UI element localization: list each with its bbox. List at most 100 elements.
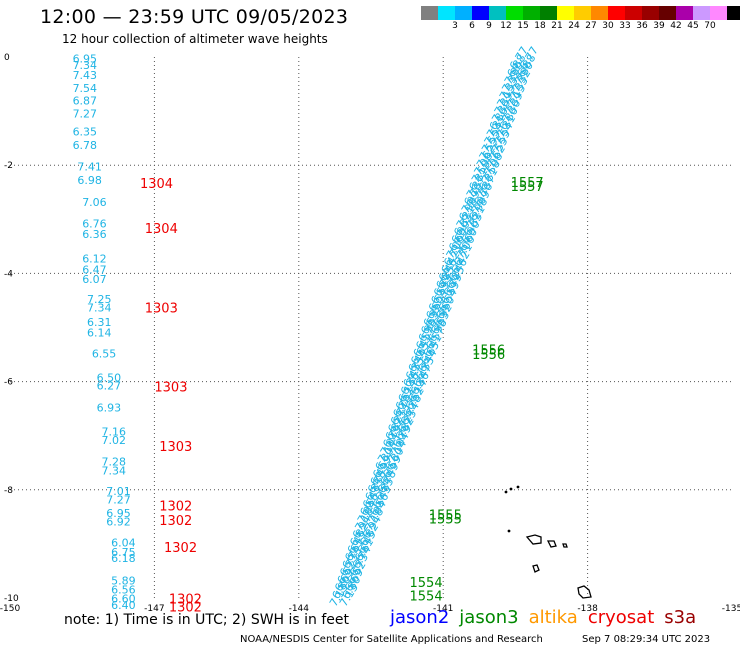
data-label-jason3: 1557 (511, 180, 544, 195)
legend-swatch (506, 6, 523, 20)
data-label-s3a: 6.47 (82, 263, 107, 276)
legend-tick-label: 18 (534, 21, 546, 31)
data-label-s3a: 6.95 (106, 507, 130, 520)
y-tick-label: -4 (4, 269, 13, 279)
legend-tick-label: 27 (585, 21, 597, 31)
data-label-jason3: 1554 (410, 576, 443, 591)
legend-tick-label: 39 (653, 21, 665, 31)
data-label-s3a: 6.78 (73, 139, 98, 152)
y-tick-label: -10 (4, 594, 19, 604)
island-outline (532, 564, 540, 573)
island-dot (509, 487, 513, 491)
generation-timestamp: Sep 7 08:29:34 UTC 2023 (582, 634, 711, 645)
legend-swatch (540, 6, 557, 20)
legend-swatch (574, 6, 591, 20)
data-label-s3a: 6.04 (111, 537, 136, 550)
footer-note: note: 1) Time is in UTC; 2) SWH is in fe… (64, 612, 350, 628)
legend-swatch (438, 6, 455, 20)
data-label-s3a: 6.14 (87, 327, 112, 340)
data-label-jason3: 1557 (511, 176, 544, 191)
data-label-s3a: 7.43 (73, 69, 98, 82)
x-tick-label: -150 (0, 604, 20, 614)
legend-tick-label: 21 (551, 21, 563, 31)
legend-tick-label: 12 (500, 21, 512, 31)
chart-subtitle: 12 hour collection of altimeter wave hei… (62, 32, 328, 46)
mission-label-jason2: jason2 (390, 607, 450, 628)
x-tick-label: -135 (722, 604, 740, 614)
data-label-s3a: 6.31 (87, 316, 112, 329)
legend-swatch (676, 6, 693, 20)
data-label-cryosat: 1304 (145, 222, 178, 237)
data-label-s3a: 7.54 (73, 82, 98, 95)
mission-key: jason2 jason3 altika cryosat s3a (390, 607, 706, 628)
data-label-s3a: 7.06 (82, 196, 107, 209)
data-label-s3a: 5.89 (111, 574, 136, 587)
data-label-s3a: 6.98 (77, 174, 102, 187)
legend-tick-label: 9 (486, 21, 492, 31)
legend-swatch (693, 6, 710, 20)
legend-swatch (710, 6, 727, 20)
data-label-cryosat: 1304 (140, 177, 173, 192)
data-label-s3a: 7.34 (101, 465, 126, 478)
legend-swatch (455, 6, 472, 20)
data-label-s3a: 6.92 (106, 516, 130, 529)
legend-tick-label: 70 (704, 21, 716, 31)
mission-label-jason3: jason3 (459, 607, 519, 628)
y-tick-label: -2 (4, 161, 13, 171)
data-label-jason3: 1554 (410, 590, 443, 605)
data-label-jason3: 1555 (429, 509, 462, 524)
data-label-s3a: 6.07 (82, 273, 107, 286)
data-label-cryosat: 1302 (159, 499, 192, 514)
legend-swatch (608, 6, 625, 20)
legend-swatch (523, 6, 540, 20)
island-outline (577, 585, 592, 599)
legend-tick-label: 24 (568, 21, 580, 31)
data-label-s3a: 6.50 (97, 372, 122, 385)
x-tick-label: -138 (577, 604, 598, 614)
legend-tick-label: 42 (670, 21, 682, 31)
legend-tick-label: 33 (619, 21, 631, 31)
credit-line: NOAA/NESDIS Center for Satellite Applica… (240, 634, 543, 645)
data-label-s3a: 6.75 (111, 546, 136, 559)
data-label-s3a: 6.18 (111, 552, 136, 565)
legend-tick-label: 45 (687, 21, 699, 31)
y-tick-label: -8 (4, 486, 13, 496)
data-label-s3a: 6.87 (73, 95, 98, 108)
island-dot (516, 485, 520, 489)
legend-swatch (557, 6, 574, 20)
legend-swatch (727, 6, 740, 20)
island-outline (562, 543, 568, 548)
data-label-s3a: 6.93 (97, 401, 122, 414)
data-label-s3a: 6.95 (73, 52, 98, 65)
data-label-s3a: 6.60 (111, 592, 136, 605)
legend-tick-label: 15 (517, 21, 529, 31)
data-label-s3a: 7.02 (101, 434, 126, 447)
legend-swatch (625, 6, 642, 20)
data-label-s3a: 6.36 (82, 228, 107, 241)
data-label-s3a: 7.34 (73, 59, 98, 72)
island-outline (546, 540, 557, 548)
data-label-cryosat: 1303 (159, 440, 192, 455)
x-tick-label: -147 (144, 604, 164, 614)
legend-swatch (489, 6, 506, 20)
island-outline (525, 534, 542, 545)
data-label-s3a: 6.12 (82, 253, 107, 266)
legend-swatch (591, 6, 608, 20)
data-label-s3a: 6.27 (97, 380, 122, 393)
legend-tick-label: 36 (636, 21, 648, 31)
data-label-s3a: 7.27 (106, 493, 130, 506)
y-tick-label: 0 (4, 53, 10, 63)
x-tick-label: -144 (289, 604, 310, 614)
data-label-s3a: 7.41 (77, 161, 102, 174)
y-tick-label: -6 (4, 378, 13, 388)
chart-title: 12:00 — 23:59 UTC 09/05/2023 (40, 6, 349, 28)
data-label-s3a: 7.01 (106, 485, 130, 498)
legend-tick-label: 3 (452, 21, 458, 31)
data-label-s3a: 7.16 (101, 426, 126, 439)
data-label-s3a: 6.55 (92, 347, 117, 360)
legend-tick-label: 30 (602, 21, 614, 31)
data-label-s3a: 7.28 (101, 455, 126, 468)
mission-label-cryosat: cryosat (587, 607, 655, 628)
